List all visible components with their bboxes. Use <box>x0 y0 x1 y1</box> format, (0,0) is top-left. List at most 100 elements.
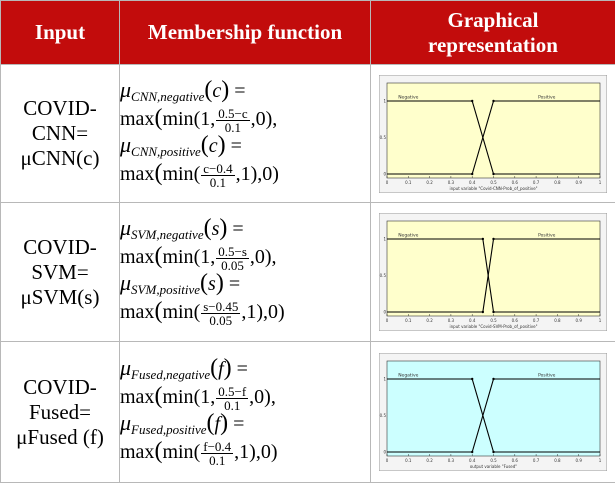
x-tick-label: 0.8 <box>554 458 561 463</box>
mu-subscript: CNN,negative <box>131 89 204 104</box>
svm-pos-line1: μSVM,positive(s) = <box>120 272 370 300</box>
x-tick-label: 0.9 <box>576 318 583 323</box>
input-label-line: CNN= <box>1 121 119 146</box>
x-tick-label: 0.3 <box>448 180 455 185</box>
x-tick-label: 0.4 <box>469 458 476 463</box>
input-label-line: COVID- <box>1 235 119 260</box>
fraction-numerator: c−0.4 <box>201 162 234 176</box>
header-graphical-representation: Graphical representation <box>371 1 615 65</box>
min-operator: min <box>162 163 193 185</box>
equals-sign: = <box>229 273 240 295</box>
series-point <box>471 378 473 380</box>
min-operator: min <box>162 386 193 408</box>
min-operator: min <box>162 441 193 463</box>
max-operator: max <box>120 386 154 408</box>
min-first-arg: 1, <box>200 108 215 130</box>
mu-symbol: μ <box>120 132 131 157</box>
series-label-positive: Positive <box>538 94 556 100</box>
x-tick-label: 0.1 <box>405 180 412 185</box>
series-point <box>471 172 473 174</box>
fraction-numerator: f−0.4 <box>201 440 233 454</box>
close-paren: ) <box>221 77 229 103</box>
series-point <box>492 378 494 380</box>
close-paren: ) <box>219 215 227 241</box>
series-label-negative: Negative <box>398 233 418 239</box>
min-operator: min <box>162 108 193 130</box>
expression-tail: ,0), <box>250 246 277 268</box>
max-operator: max <box>120 441 154 463</box>
open-paren: ( <box>201 132 209 158</box>
x-tick-label: 0.1 <box>405 318 412 323</box>
x-tick-label: 0.9 <box>576 458 583 463</box>
close-paren: ) <box>216 270 224 296</box>
open-paren: ( <box>200 270 208 296</box>
x-tick-label: 0.6 <box>512 180 519 185</box>
mu-subscript: SVM,positive <box>131 282 200 297</box>
series-label-negative: Negative <box>398 94 418 100</box>
y-tick-label: 0.5 <box>380 413 387 418</box>
equals-sign: = <box>233 413 244 435</box>
fraction-numerator: 0.5−f <box>216 385 248 399</box>
series-point <box>492 238 494 240</box>
close-paren: ) <box>218 132 226 158</box>
equals-sign: = <box>237 358 248 380</box>
x-tick-label: 0 <box>386 180 389 185</box>
open-paren: ( <box>207 410 215 436</box>
expression-tail: ,1),0) <box>236 163 279 185</box>
header-input: Input <box>1 1 120 65</box>
open-paren: ( <box>210 355 218 381</box>
x-tick-label: 0.4 <box>469 318 476 323</box>
x-tick-label: 0.4 <box>469 180 476 185</box>
variable: s <box>208 273 216 295</box>
mu-symbol: μ <box>120 355 131 380</box>
input-cell-svm: COVID-SVM=μSVM(s) <box>1 203 120 342</box>
open-paren: ( <box>194 163 201 185</box>
mu-symbol: μ <box>120 215 131 240</box>
x-tick-label: 0.3 <box>448 318 455 323</box>
x-tick-label: 0.6 <box>512 458 519 463</box>
x-tick-label: 0 <box>386 318 389 323</box>
mu-symbol: μ <box>120 77 131 102</box>
variable: c <box>209 135 218 157</box>
close-paren: ) <box>224 355 232 381</box>
header-graph-line1: Graphical <box>371 8 615 33</box>
x-tick-label: 0.8 <box>554 318 561 323</box>
x-axis-label: input variable "Covid-SVM-Prob_of_positi… <box>450 324 538 329</box>
series-point <box>471 99 473 101</box>
input-label-line: SVM= <box>1 260 119 285</box>
series-point <box>471 451 473 453</box>
x-axis-label: input variable "Covid-CNN-Prob_of_positi… <box>450 186 538 191</box>
input-label-line: μFused (f) <box>1 425 119 450</box>
max-operator: max <box>120 108 154 130</box>
x-tick-label: 1 <box>599 458 602 463</box>
x-axis-label: output variable "Fused" <box>470 464 517 469</box>
series-label-positive: Positive <box>538 233 556 239</box>
fraction-numerator: 0.5−s <box>216 245 249 259</box>
max-operator: max <box>120 163 154 185</box>
series-label-negative: Negative <box>398 373 418 379</box>
expression-tail: ,1),0) <box>241 301 284 323</box>
min-first-arg: 1, <box>200 246 215 268</box>
row-fused: COVID-Fused=μFused (f)μFused,negative(f)… <box>1 342 615 483</box>
x-tick-label: 0.7 <box>533 318 540 323</box>
x-tick-label: 0.3 <box>448 458 455 463</box>
fraction-numerator: 0.5−c <box>216 107 249 121</box>
input-label-line: μCNN(c) <box>1 146 119 171</box>
input-cell-fused: COVID-Fused=μFused (f) <box>1 342 120 483</box>
equals-sign: = <box>231 135 242 157</box>
equals-sign: = <box>232 218 243 240</box>
x-tick-label: 0.2 <box>426 180 433 185</box>
min-first-arg: 1, <box>200 386 215 408</box>
